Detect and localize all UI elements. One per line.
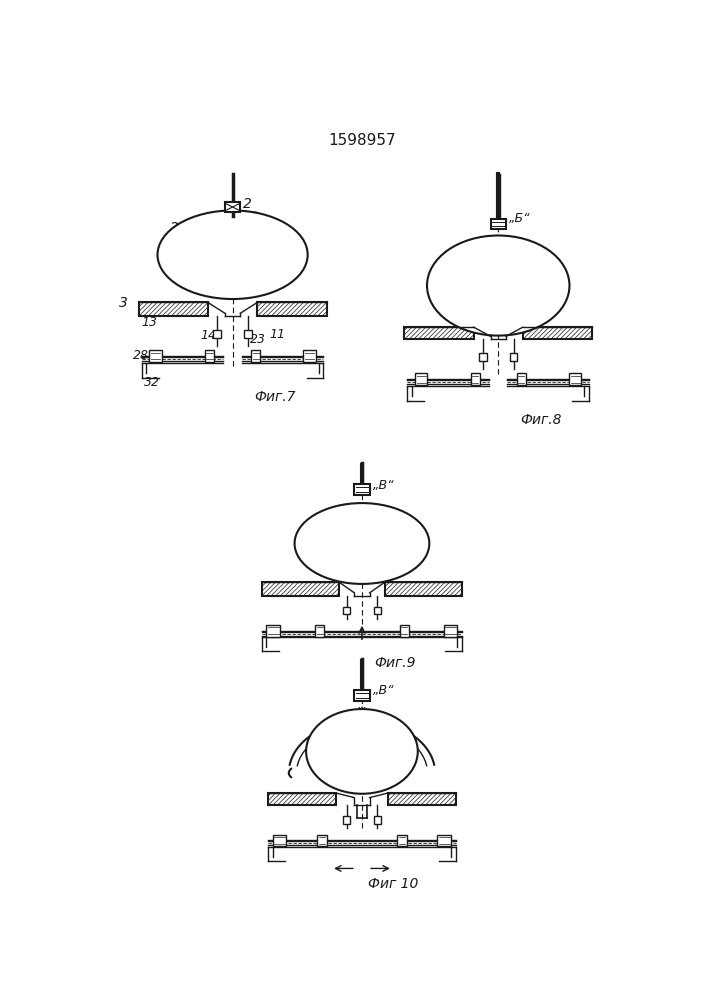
Bar — [251, 350, 260, 362]
Bar — [139, 302, 208, 316]
Ellipse shape — [427, 235, 569, 336]
Text: Фиг 10: Фиг 10 — [368, 877, 419, 891]
Bar — [214, 330, 221, 338]
Bar — [471, 373, 480, 385]
Bar — [268, 793, 336, 805]
Text: 25: 25 — [170, 221, 187, 235]
Text: 13: 13 — [141, 316, 158, 329]
Text: „В“: „В“ — [373, 479, 395, 492]
Bar — [354, 690, 370, 701]
Bar — [479, 353, 486, 361]
Text: 1598957: 1598957 — [328, 133, 396, 148]
Bar — [523, 327, 592, 339]
Bar — [373, 816, 381, 824]
Bar — [343, 607, 351, 614]
Text: „Б“: „Б“ — [509, 212, 531, 225]
Bar — [415, 373, 428, 385]
Text: 2: 2 — [243, 197, 252, 211]
Bar — [315, 625, 325, 637]
Bar — [438, 835, 451, 846]
Bar — [443, 625, 457, 637]
Bar — [273, 835, 286, 846]
Bar — [373, 607, 381, 614]
Bar — [510, 353, 518, 361]
Text: „В“: „В“ — [373, 684, 395, 697]
Text: 3: 3 — [119, 296, 127, 310]
Bar — [397, 835, 407, 846]
Bar — [244, 330, 252, 338]
Text: Фиг.7: Фиг.7 — [254, 390, 296, 404]
Bar — [354, 484, 370, 495]
Text: 28: 28 — [132, 349, 148, 362]
Bar — [517, 373, 526, 385]
Bar — [149, 350, 162, 362]
Bar — [404, 327, 474, 339]
Ellipse shape — [295, 503, 429, 584]
Bar — [569, 373, 581, 385]
Bar — [225, 202, 240, 212]
Text: Фиг.8: Фиг.8 — [520, 413, 561, 427]
Text: 11: 11 — [269, 328, 286, 341]
Bar — [257, 302, 327, 316]
Text: „А“: „А“ — [236, 210, 258, 223]
Bar — [491, 219, 506, 229]
Text: Фиг.9: Фиг.9 — [374, 656, 416, 670]
Bar — [399, 625, 409, 637]
Text: 32: 32 — [144, 376, 160, 389]
Bar — [303, 350, 316, 362]
Bar — [267, 625, 281, 637]
Bar — [343, 816, 351, 824]
Text: 14: 14 — [200, 329, 216, 342]
Text: 23: 23 — [250, 333, 266, 346]
Ellipse shape — [306, 709, 418, 794]
Bar — [385, 582, 462, 596]
Bar — [205, 350, 214, 362]
Bar — [388, 793, 456, 805]
Ellipse shape — [158, 210, 308, 299]
Bar — [262, 582, 339, 596]
Bar — [317, 835, 327, 846]
